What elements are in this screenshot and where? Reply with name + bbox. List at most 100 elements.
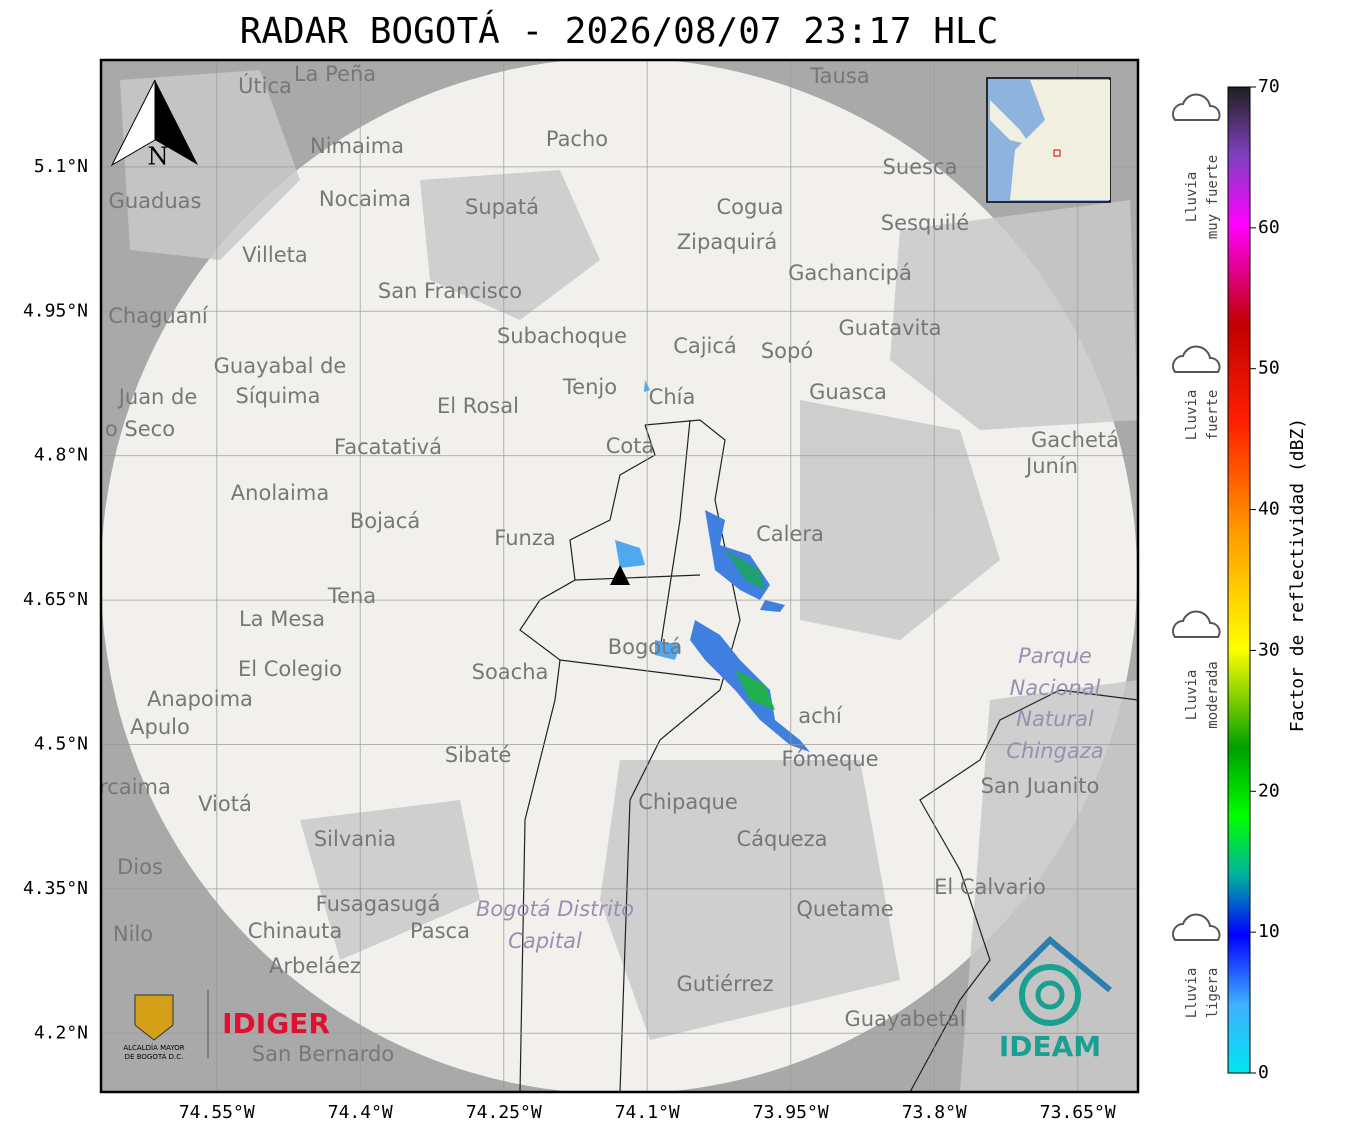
rain-class: Lluvia muy fuerte [1172,93,1221,239]
north-label: N [148,143,169,171]
place-label: Chaguaní [108,304,209,328]
rain-class: Lluvia ligera [1172,913,1221,1019]
place-label: Quetame [796,897,893,921]
place-label: Funza [494,526,555,550]
grid [101,60,1138,1092]
rain-icon [1172,610,1221,638]
place-label: o Seco [105,417,175,441]
place-label: Chía [649,385,696,409]
place-label: Síquima [236,384,321,408]
rain-class-label: Lluvia [1184,172,1200,223]
place-label: Tenjo [562,375,617,399]
north-arrow: N [110,79,198,171]
place-label: Juan de [117,385,198,409]
place-label: Villeta [242,243,307,267]
place-label: Pasca [410,919,470,943]
place-label: El Calvario [934,875,1046,899]
lon-tick-label: 73.8°W [902,1102,967,1123]
colorbar-ticks: 0 10 20 30 40 50 60 70 [1250,76,1280,1083]
colorbar-tick-label: 60 [1258,217,1280,238]
place-label: Chingaza [1006,739,1103,763]
colorbar-label: Factor de reflectividad (dBZ) [1287,418,1308,732]
place-label: Nimaima [310,134,404,158]
lon-tick-label: 74.1°W [615,1102,680,1123]
boundaries [519,419,1138,1092]
ideam-logo: IDEAM [987,935,1112,1063]
rain-class: Lluvia moderada [1172,610,1221,729]
place-label: Fusagasugá [316,892,441,916]
rain-classes: Lluvia muy fuerte Lluvia fuerte Lluvia modera… [1172,93,1221,1019]
place-label: El Colegio [238,657,342,681]
place-label: Cáqueza [737,827,828,851]
place-label: Viotá [198,792,252,816]
place-label: Guasca [809,380,887,404]
place-label: Soacha [472,660,549,684]
place-label: Bogotá [608,635,683,659]
place-label: Apulo [130,715,190,739]
place-label: Cota [606,434,655,458]
place-label: Bojacá [350,509,420,533]
rain-class-label: Lluvia [1184,968,1200,1019]
place-label: Guayabetal [845,1007,966,1031]
lat-tick-label: 4.95°N [23,300,88,321]
rain-class-label: Lluvia [1184,390,1200,441]
place-label: achí [798,704,843,728]
place-label: Cajicá [673,334,737,358]
idiger-logo: IDIGER [222,1007,330,1040]
map-frame [99,58,1140,1094]
rain-class-label: Lluvia [1184,670,1200,721]
alcaldia-line: ALCALDÍA MAYOR [123,1043,184,1052]
place-label: Guayabal de [214,354,347,378]
place-label: Gachancipá [788,261,912,285]
place-label: Dios [117,855,163,879]
place-label: rcaima [99,775,171,799]
place-label: Cogua [716,195,783,219]
place-label: Anolaima [231,481,329,505]
lon-tick-label: 73.65°W [1040,1102,1116,1123]
rain-class-label: ligera [1205,968,1221,1019]
place-label: Silvania [314,827,396,851]
place-label: Guatavita [839,316,942,340]
radar-site [610,565,630,585]
ideam-text: IDEAM [999,1030,1101,1063]
place-label: Natural [1016,707,1094,731]
place-label: Arbeláez [269,954,361,978]
colorbar-tick-label: 0 [1258,1062,1269,1083]
place-label: Facatativá [334,435,442,459]
place-label: Calera [756,522,824,546]
lon-tick-label: 74.55°W [179,1102,255,1123]
place-label: Capital [508,929,582,953]
place-label: Bogotá Distrito [476,897,634,921]
place-label: Sesquilé [881,211,969,235]
colorbar-tick-label: 10 [1258,921,1280,942]
place-label: Subachoque [497,324,627,348]
place-label: Tausa [809,64,869,88]
place-label: Pacho [546,127,608,151]
place-label: Tena [327,584,376,608]
rain-class-label: fuerte [1205,390,1221,441]
alcaldia-line: DE BOGOTÁ D.C. [125,1052,184,1061]
lon-tick-label: 73.95°W [753,1102,829,1123]
colorbar-tick-label: 70 [1258,76,1280,97]
place-label: Supatá [465,195,539,219]
place-label: La Peña [294,62,376,86]
lat-tick-label: 5.1°N [34,156,88,177]
axes: 74.55°W 74.4°W 74.25°W 74.1°W 73.95°W 73.8°W 7… [23,156,1116,1123]
place-label: Gachetá [1031,428,1119,452]
place-label: Gutiérrez [677,972,774,996]
place-label: Útica [238,73,292,98]
colorbar [1227,86,1251,1074]
place-label: Guaduas [109,189,202,213]
rain-class-label: muy fuerte [1205,155,1221,239]
title: RADAR BOGOTÁ - 2026/08/07 23:17 HLC [240,10,999,52]
place-label: Chipaque [638,790,738,814]
place-label: La Mesa [239,607,325,631]
place-label: Zipaquirá [677,230,777,254]
place-label: San Francisco [378,279,522,303]
inset-map [986,77,1111,203]
lon-tick-label: 74.25°W [466,1102,542,1123]
place-label: Parque [1018,644,1092,668]
